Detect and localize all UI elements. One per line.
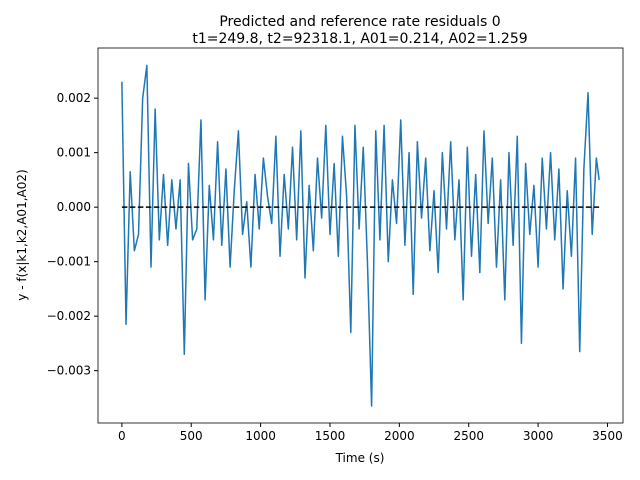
data-line — [121, 64, 600, 407]
x-tick-label: 500 — [180, 429, 203, 443]
chart-title: Predicted and reference rate residuals 0 — [219, 14, 500, 30]
y-tick-label: −0.002 — [47, 309, 91, 323]
x-tick-label: 2500 — [453, 429, 484, 443]
x-tick-label: 0 — [118, 429, 126, 443]
x-tick-label: 1500 — [315, 429, 346, 443]
x-tick-label: 3000 — [523, 429, 554, 443]
x-tick-label: 1000 — [245, 429, 276, 443]
chart-subtitle: t1=249.8, t2=92318.1, A01=0.214, A02=1.2… — [192, 31, 527, 47]
y-axis-label: y - f(x|k1,k2,A01,A02) — [15, 169, 29, 300]
y-tick-label: 0.000 — [57, 200, 91, 214]
plot-frame — [97, 47, 624, 424]
y-tick-label: 0.001 — [57, 146, 91, 160]
y-tick-label: −0.001 — [47, 255, 91, 269]
x-tick-label: 3500 — [592, 429, 623, 443]
x-tick-label: 2000 — [384, 429, 415, 443]
y-tick-label: −0.003 — [47, 364, 91, 378]
y-tick-label: 0.002 — [57, 91, 91, 105]
x-axis-label: Time (s) — [335, 451, 385, 465]
